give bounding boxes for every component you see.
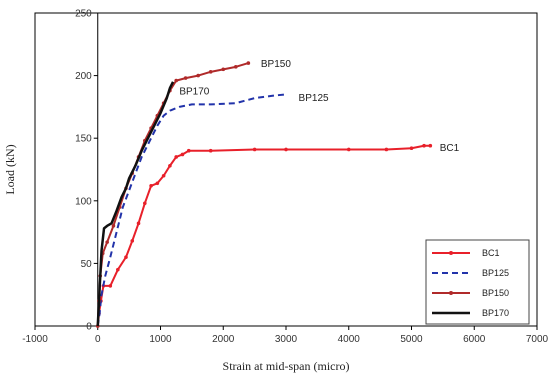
legend-marker-bc1 bbox=[449, 251, 453, 255]
axes: -1000 0 1000 2000 3000 4000 5000 6000 7000 0 50 100… bbox=[22, 9, 548, 346]
data-point-bc1 bbox=[186, 148, 191, 153]
x-tick-label: 1000 bbox=[149, 334, 172, 345]
series-line-bc1 bbox=[96, 144, 431, 327]
legend-label-bp150: BP150 bbox=[482, 288, 509, 298]
data-point-bp150 bbox=[174, 78, 178, 83]
data-point-bc1 bbox=[208, 148, 213, 153]
data-point-bc1 bbox=[108, 284, 113, 288]
x-tick-label: 7000 bbox=[526, 334, 549, 345]
data-point-bc1 bbox=[130, 239, 135, 243]
data-point-bc1 bbox=[149, 183, 153, 188]
data-point-bp150 bbox=[221, 67, 226, 72]
data-point-bp150 bbox=[208, 70, 213, 74]
data-point-bp150 bbox=[105, 240, 109, 244]
legend-label-bp170: BP170 bbox=[482, 308, 509, 318]
data-point-bc1 bbox=[155, 181, 160, 186]
x-tick-label: 3000 bbox=[275, 334, 298, 345]
data-point-bc1 bbox=[161, 173, 166, 178]
data-point-bc1 bbox=[136, 221, 141, 226]
data-point-bp150 bbox=[111, 224, 116, 228]
data-point-bc1 bbox=[168, 163, 172, 168]
legend-label-bc1: BC1 bbox=[482, 248, 500, 258]
x-tick-label: 2000 bbox=[212, 334, 235, 345]
x-tick-label: 4000 bbox=[338, 334, 361, 345]
data-point-bc1 bbox=[174, 155, 178, 159]
y-tick-label: 50 bbox=[81, 259, 93, 270]
series-lines bbox=[95, 61, 433, 328]
data-point-bc1 bbox=[428, 143, 433, 148]
y-tick-label: 150 bbox=[75, 134, 92, 145]
data-point-bc1 bbox=[116, 267, 120, 272]
data-point-bp150 bbox=[246, 61, 251, 65]
series-label-bp125: BP125 bbox=[299, 93, 329, 104]
x-axis-title: Strain at mid-span (micro) bbox=[223, 359, 350, 373]
data-point-bc1 bbox=[409, 146, 414, 151]
series-line-bp170 bbox=[96, 81, 175, 327]
y-tick-label: 100 bbox=[75, 196, 92, 207]
series-line-bp150 bbox=[96, 62, 249, 327]
data-point-bc1 bbox=[252, 147, 257, 152]
data-point-bc1 bbox=[422, 143, 426, 148]
data-point-bc1 bbox=[180, 152, 185, 157]
series-label-bc1: BC1 bbox=[440, 143, 460, 154]
data-point-bc1 bbox=[124, 255, 128, 259]
x-tick-label: 0 bbox=[95, 334, 101, 345]
x-tick-label: 6000 bbox=[463, 334, 486, 345]
series-line-bp125 bbox=[96, 93, 287, 327]
data-point-bp150 bbox=[183, 76, 188, 80]
data-point-bp150 bbox=[196, 73, 200, 78]
data-point-bp150 bbox=[234, 65, 238, 69]
data-point-bc1 bbox=[384, 147, 389, 152]
legend: BC1 BP125 BP150 BP170 bbox=[425, 239, 530, 325]
data-point-bc1 bbox=[284, 147, 288, 152]
y-tick-label: 0 bbox=[86, 322, 92, 333]
y-tick-label: 250 bbox=[75, 9, 92, 20]
series-label-bp150: BP150 bbox=[261, 59, 291, 70]
data-point-bc1 bbox=[143, 201, 147, 206]
series-labels: BC1 BP125 BP150 BP170 bbox=[179, 59, 459, 154]
series-label-bp170: BP170 bbox=[179, 87, 209, 98]
y-axis-title: Load (kN) bbox=[3, 144, 17, 194]
data-point-bc1 bbox=[346, 147, 351, 152]
legend-marker-bp150 bbox=[449, 291, 453, 295]
x-tick-label: -1000 bbox=[22, 334, 48, 345]
y-tick-label: 200 bbox=[75, 71, 92, 82]
legend-label-bp125: BP125 bbox=[482, 268, 509, 278]
x-tick-label: 5000 bbox=[400, 334, 423, 345]
